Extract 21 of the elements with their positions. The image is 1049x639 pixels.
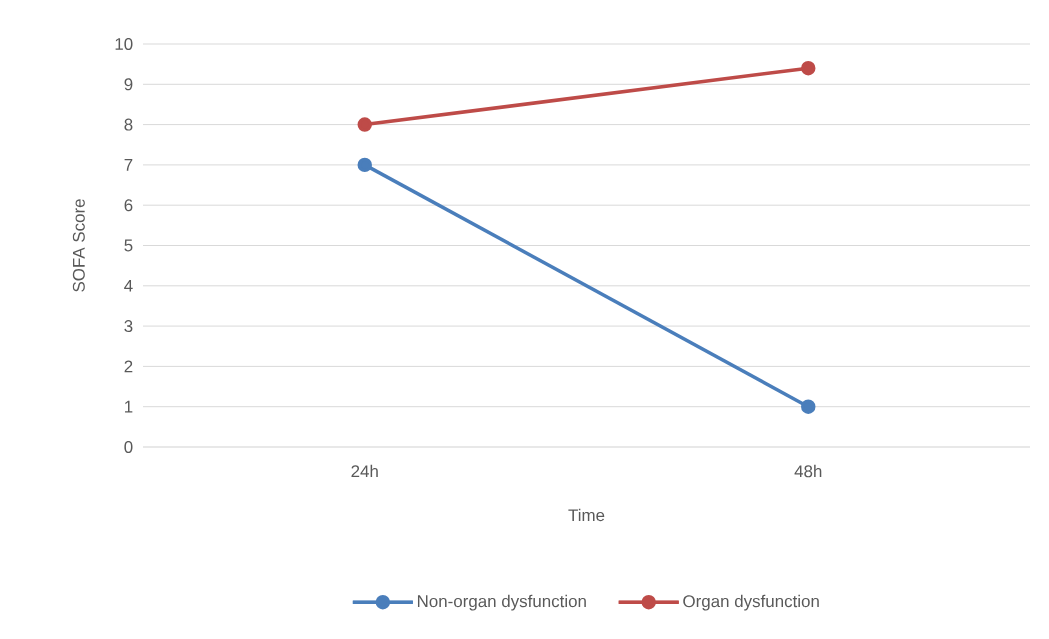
y-tick-label: 7 xyxy=(124,159,133,171)
legend-label: Organ dysfunction xyxy=(683,594,819,611)
y-tick-label: 1 xyxy=(125,400,133,413)
y-tick-label: 9 xyxy=(124,78,133,91)
y-axis-title: SOFA Score xyxy=(72,199,85,292)
y-tick-label: 8 xyxy=(124,118,133,131)
x-axis-title: Time xyxy=(568,508,605,522)
point xyxy=(357,157,372,173)
x-tick-label: 48h xyxy=(794,464,822,478)
y-tick-label: 4 xyxy=(124,279,133,292)
y-tick-label: 6 xyxy=(124,199,133,212)
y-tick-label: 5 xyxy=(124,239,133,252)
y-tick-label: 0 xyxy=(124,441,133,453)
y-tick-label: 3 xyxy=(124,320,133,333)
point xyxy=(357,117,372,132)
x-tick-label: 24h xyxy=(351,464,378,478)
y-tick-label: 2 xyxy=(124,360,133,373)
legend-label: Non-organ dysfunction xyxy=(417,594,586,611)
y-tick-label: 10 xyxy=(115,38,133,50)
point xyxy=(801,60,816,76)
point xyxy=(801,399,816,414)
